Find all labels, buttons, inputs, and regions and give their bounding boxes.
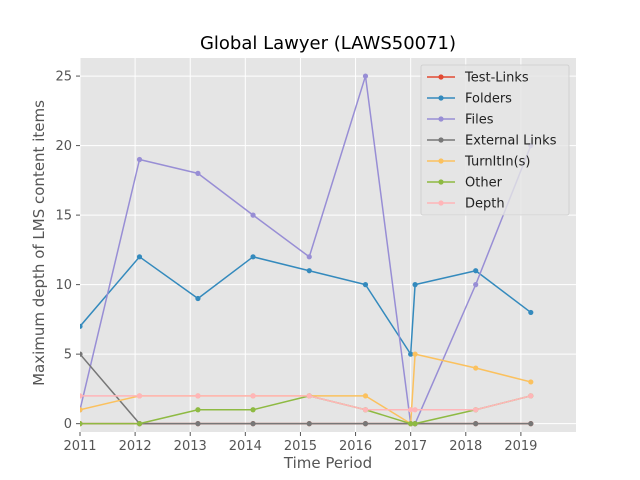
data-point-files <box>136 156 143 163</box>
series-line-files <box>80 75 532 425</box>
y-tick-label: 0 <box>64 417 72 432</box>
series-line-depth <box>80 395 531 411</box>
data-point-turnitin-s <box>528 379 534 385</box>
data-point-files <box>195 170 201 176</box>
data-point-external-links <box>528 421 534 427</box>
data-point-other <box>195 407 201 413</box>
x-tick-label: 2017 <box>394 439 427 454</box>
x-tick-label: 2012 <box>119 439 152 454</box>
data-point-folders <box>362 282 369 288</box>
data-point-files <box>250 212 256 218</box>
legend: Test-Links Folders Files External Links Turn… <box>420 64 570 216</box>
x-tick-label: 2011 <box>63 439 96 454</box>
data-point-depth <box>195 393 201 399</box>
series-depth <box>80 393 534 413</box>
data-point-depth <box>412 407 418 413</box>
y-tick-label: 20 <box>55 139 72 154</box>
legend-label-folders: Folders <box>465 92 512 107</box>
data-point-depth <box>362 407 369 413</box>
legend-marker-other <box>438 179 444 185</box>
x-tick-label: 2016 <box>339 439 372 454</box>
data-point-depth <box>306 393 312 399</box>
data-point-external-links <box>362 421 369 427</box>
y-tick-label: 15 <box>55 209 72 224</box>
data-point-other <box>408 421 414 427</box>
legend-marker-depth <box>438 200 444 206</box>
data-point-other <box>80 421 83 427</box>
data-point-depth <box>80 393 83 399</box>
data-point-folders <box>412 282 418 288</box>
data-point-folders <box>136 254 143 260</box>
data-point-folders <box>306 268 312 274</box>
data-point-depth <box>408 407 414 413</box>
legend-label-turnitin-s: TurnItIn(s) <box>464 155 530 170</box>
chart-title: Global Lawyer (LAWS50071) <box>200 33 456 54</box>
axis-ticks: 2011 2012 2013 2014 2015 2016 2017 2018 20190510… <box>55 70 537 454</box>
data-point-folders <box>80 323 83 329</box>
series-line-folders <box>80 256 532 355</box>
legend-marker-turnitin-s <box>438 158 444 164</box>
y-tick-label: 10 <box>55 278 72 293</box>
legend-label-external-links: External Links <box>465 134 557 149</box>
data-point-folders <box>408 351 414 357</box>
data-point-folders <box>528 309 534 316</box>
legend-label-depth: Depth <box>465 197 505 212</box>
series-line-external-links <box>80 353 531 425</box>
legend-label-other: Other <box>465 176 503 191</box>
data-point-depth <box>136 393 143 399</box>
data-point-depth <box>528 393 534 399</box>
x-tick-label: 2019 <box>504 439 537 454</box>
y-axis-label: Maximum depth of LMS content items <box>30 100 48 386</box>
data-point-folders <box>250 254 256 260</box>
data-point-external-links <box>250 421 256 427</box>
legend-label-files: Files <box>465 113 494 128</box>
legend-marker-folders <box>438 95 444 101</box>
data-point-external-links <box>306 421 312 427</box>
x-tick-label: 2014 <box>229 439 262 454</box>
data-point-other <box>412 421 418 427</box>
data-point-depth <box>250 393 256 399</box>
legend-marker-external-links <box>438 137 444 143</box>
y-tick-label: 25 <box>55 70 72 85</box>
data-point-depth <box>473 407 479 413</box>
series-folders <box>80 254 534 357</box>
data-point-other <box>250 407 256 413</box>
data-point-files <box>473 282 479 288</box>
data-point-files <box>362 73 369 79</box>
data-point-turnitin-s <box>362 393 369 399</box>
y-tick-label: 5 <box>64 348 72 363</box>
series-group <box>80 73 534 427</box>
legend-label-test-links: Test-Links <box>464 71 529 86</box>
data-point-other <box>136 421 143 427</box>
data-point-folders <box>473 268 479 274</box>
data-point-turnitin-s <box>412 351 418 357</box>
legend-box <box>420 64 570 216</box>
legend-marker-test-links <box>438 74 444 80</box>
x-tick-label: 2018 <box>449 439 482 454</box>
legend-marker-files <box>438 116 444 122</box>
data-point-external-links <box>473 421 479 427</box>
x-axis-label: Time Period <box>283 454 372 472</box>
data-point-external-links <box>195 421 201 427</box>
data-point-turnitin-s <box>80 407 83 413</box>
data-point-external-links <box>80 351 83 357</box>
x-tick-label: 2013 <box>174 439 207 454</box>
data-point-files <box>306 254 312 260</box>
data-point-turnitin-s <box>473 365 479 371</box>
data-point-folders <box>195 295 201 302</box>
x-tick-label: 2015 <box>284 439 317 454</box>
